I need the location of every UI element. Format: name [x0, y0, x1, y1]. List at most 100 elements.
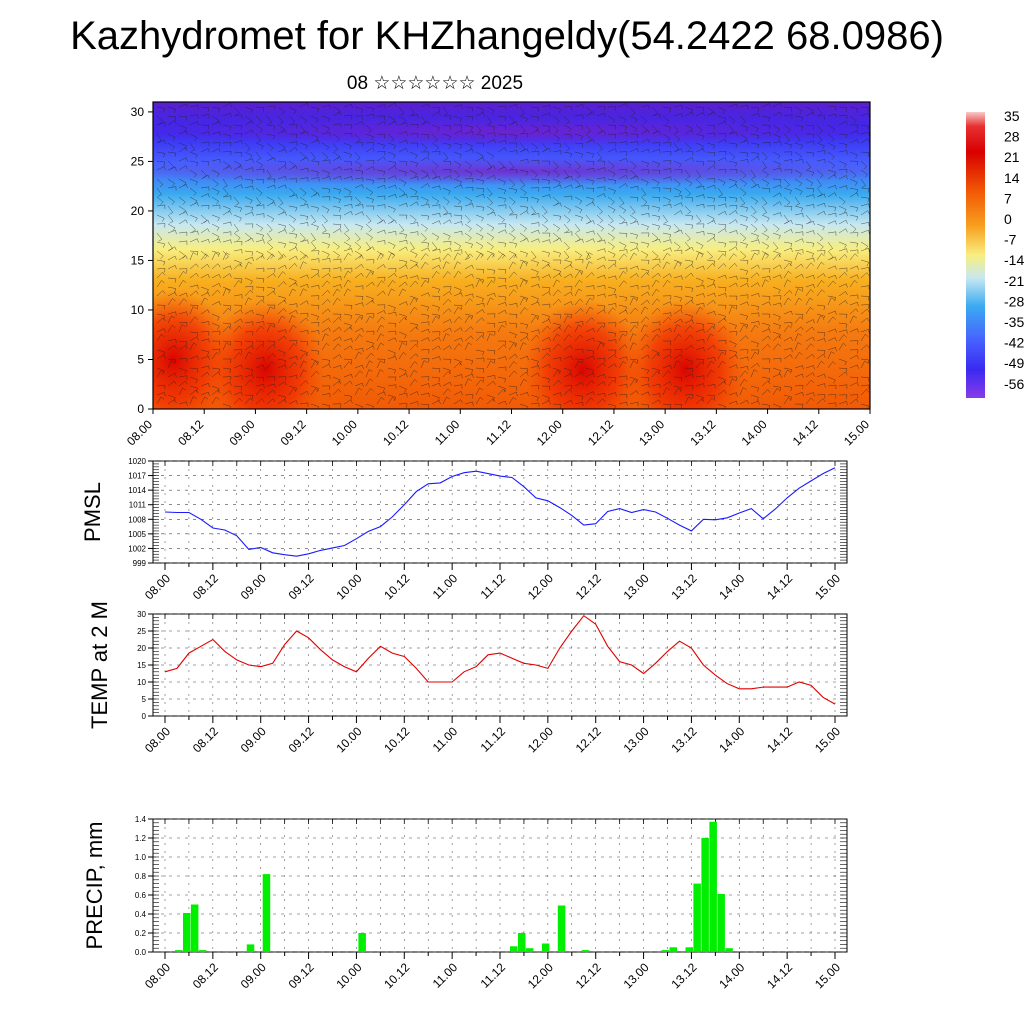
xtick-label: 11.12 — [478, 960, 509, 991]
precip-bar — [701, 838, 709, 952]
precip-bar — [518, 933, 526, 952]
precip-bar — [262, 874, 271, 952]
precip-bar — [693, 883, 701, 952]
xtick-label: 13.00 — [621, 960, 652, 991]
xtick-label: 12.12 — [573, 571, 604, 602]
precip-bar — [725, 948, 733, 952]
ytick-label: 25 — [137, 627, 146, 636]
heatmap-xtick-label: 13.00 — [636, 417, 667, 448]
hot-spot-1 — [205, 299, 326, 409]
ytick-label: 30 — [137, 610, 146, 619]
precip-bar — [685, 947, 693, 953]
precip-bar — [525, 948, 534, 952]
xtick-label: 10.12 — [381, 724, 412, 755]
ytick-label: 1.4 — [135, 815, 147, 824]
xtick-label: 13.00 — [621, 571, 652, 602]
ytick-label: 1.2 — [135, 834, 147, 843]
colorbar-strip — [966, 112, 985, 398]
ytick-label: 1011 — [129, 501, 147, 510]
xtick-label: 10.12 — [381, 571, 412, 602]
wind-barbs — [156, 102, 870, 409]
heatmap-ytick-label: 30 — [131, 105, 145, 119]
ytick-label: 1.0 — [135, 853, 147, 862]
heatmap-xtick-label: 11.12 — [483, 417, 514, 448]
ytick-label: 1020 — [128, 457, 146, 466]
xtick-label: 08.00 — [142, 571, 173, 602]
xtick-label: 12.00 — [525, 960, 556, 991]
xtick-label: 09.00 — [238, 960, 269, 991]
colorbar: 35 28 21 14 7 0 -7 -14 -21 -28 -35 -42 -49 -56 — [966, 108, 1024, 398]
heatmap-xtick-label: 14.12 — [790, 417, 821, 448]
colorbar-label: -21 — [1004, 273, 1024, 289]
heatmap-ytick-label: 5 — [137, 352, 144, 366]
precip-panel: 0.0 0.2 0.4 0.6 0.8 1.0 1.2 1.4 08.00 08.12 09.00 0… — [82, 815, 848, 991]
ytick-label: 0 — [142, 712, 147, 721]
ytick-label: 10 — [137, 678, 146, 687]
xtick-label: 08.00 — [142, 724, 173, 755]
heatmap-ytick-label: 10 — [131, 303, 145, 317]
heatmap-ytick-label: 20 — [131, 204, 145, 218]
ytick-label: 1008 — [128, 515, 146, 524]
heatmap-xtick-label: 12.12 — [585, 417, 616, 448]
series-line — [164, 614, 836, 705]
temp-panel: 0 5 10 15 20 25 30 08.00 08.12 09.00 09.12 10.00 10.… — [87, 601, 848, 755]
xtick-label: 11.00 — [430, 724, 461, 755]
xtick-label: 10.00 — [333, 960, 364, 991]
xtick-label: 15.00 — [812, 571, 843, 602]
ytick-label: 0.2 — [135, 929, 147, 938]
heatmap-xtick-label: 10.12 — [380, 417, 411, 448]
heatmap-ytick-label: 15 — [131, 253, 145, 267]
precip-bar — [183, 913, 191, 952]
ytick-label: 1017 — [128, 472, 146, 481]
heatmap-xtick-label: 09.00 — [226, 417, 257, 448]
precip-bar — [661, 950, 669, 952]
precip-bar — [557, 905, 566, 952]
xtick-label: 11.00 — [430, 571, 461, 602]
xtick-label: 15.00 — [812, 724, 843, 755]
heatmap-ytick-label: 25 — [131, 154, 145, 168]
xtick-label: 12.00 — [525, 571, 556, 602]
heatmap-xtick-label: 09.12 — [278, 417, 309, 448]
heatmap-xtick-label: 10.00 — [329, 417, 360, 448]
ytick-label: 1002 — [128, 544, 146, 553]
xtick-label: 15.00 — [812, 960, 843, 991]
precip-bar — [238, 951, 247, 952]
heatmap-xtick-label: 11.00 — [432, 417, 463, 448]
xtick-label: 14.00 — [716, 724, 747, 755]
precip-bar — [669, 947, 677, 953]
xtick-label: 12.12 — [573, 724, 604, 755]
page-subtitle: 08 ☆☆☆☆☆☆ 2025 — [346, 73, 524, 94]
colorbar-label: -7 — [1004, 232, 1017, 248]
colorbar-label: -14 — [1004, 252, 1024, 268]
colorbar-label: 28 — [1004, 129, 1020, 145]
xtick-label: 09.00 — [238, 724, 269, 755]
precip-bar — [717, 894, 725, 952]
heatmap-xtick-label: 15.00 — [841, 417, 872, 448]
precip-bar — [541, 943, 550, 952]
hot-spot-2 — [523, 299, 644, 409]
xtick-label: 10.12 — [381, 960, 412, 991]
pmsl-panel: 999 1002 1005 1008 1011 1014 1017 1020 08.00 08.1… — [80, 457, 848, 602]
colorbar-label: -35 — [1004, 314, 1024, 330]
xtick-label: 14.00 — [716, 571, 747, 602]
colorbar-label: -56 — [1004, 376, 1024, 392]
y-axis-title: PMSL — [80, 482, 105, 542]
heatmap-ytick-label: 0 — [137, 402, 144, 416]
series-line — [164, 467, 836, 557]
xtick-label: 12.12 — [573, 960, 604, 991]
xtick-label: 14.00 — [716, 960, 747, 991]
ytick-label: 1014 — [128, 486, 146, 495]
heatmap-xtick-label: 12.00 — [534, 417, 565, 448]
xtick-label: 14.12 — [764, 960, 795, 991]
colorbar-label: -49 — [1004, 355, 1024, 371]
heatmap-xtick-label: 08.12 — [175, 417, 206, 448]
colorbar-label: 14 — [1004, 170, 1020, 186]
precip-bar — [358, 933, 366, 952]
xtick-label: 11.12 — [478, 571, 509, 602]
xtick-label: 10.00 — [333, 571, 364, 602]
xtick-label: 08.12 — [190, 571, 221, 602]
precip-bar — [175, 950, 183, 952]
precip-bar — [222, 951, 231, 952]
precip-bar — [190, 904, 199, 952]
heatmap-xtick-label: 13.12 — [687, 417, 718, 448]
